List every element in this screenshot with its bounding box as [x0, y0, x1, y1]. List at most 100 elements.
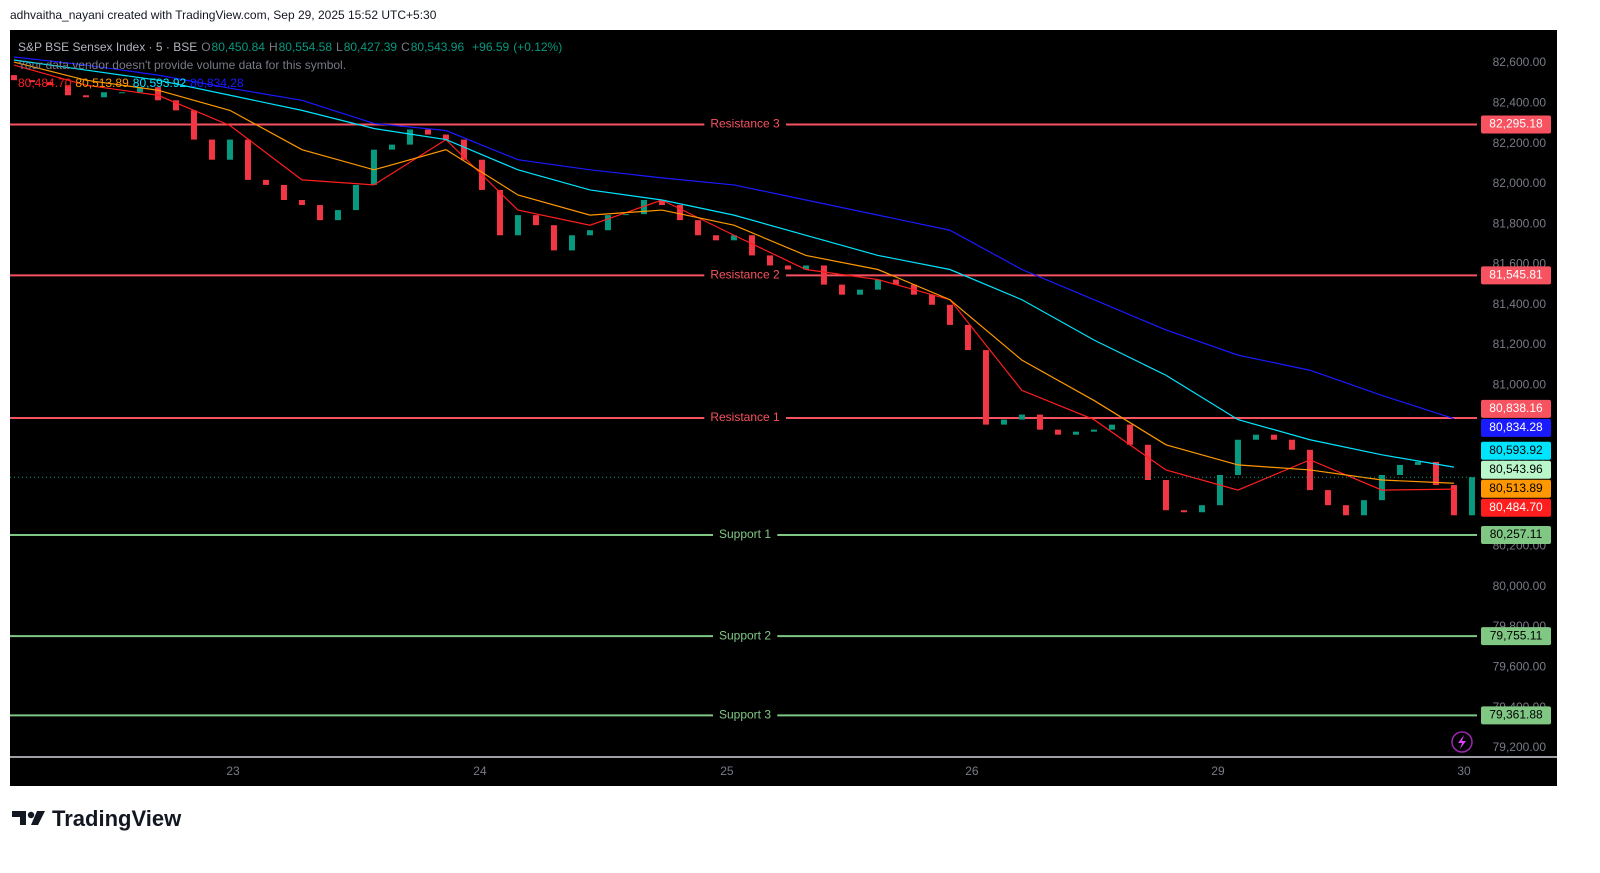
- level-label: Resistance 1: [710, 410, 780, 424]
- price-badge: [1481, 525, 1551, 544]
- candle: [262, 179, 269, 185]
- candle: [1144, 444, 1151, 481]
- ma-legend: 80,484.70 80,513.89 80,593.92 80,834.28: [18, 74, 566, 92]
- candle: [658, 200, 665, 206]
- candle: [208, 139, 215, 160]
- price-badge: [1481, 498, 1551, 517]
- candle: [928, 294, 935, 305]
- candle: [982, 350, 989, 425]
- legend: S&P BSE Sensex Index · 5 · BSE O80,450.84…: [18, 38, 566, 92]
- price-badge: [1481, 399, 1551, 418]
- ohlc-value: 80,543.96: [410, 40, 465, 54]
- ohlc-key: L: [336, 40, 343, 54]
- price-badge: [1481, 460, 1551, 479]
- ma-value: 80,513.89: [75, 76, 129, 90]
- candle: [10, 75, 17, 81]
- ohlc-key: H: [268, 40, 278, 54]
- candle: [226, 139, 233, 160]
- candle: [1018, 414, 1025, 420]
- candle: [712, 235, 719, 241]
- ma-value: 80,593.92: [132, 76, 187, 90]
- candle: [1072, 431, 1079, 435]
- candle: [244, 139, 251, 180]
- chart-background: [10, 30, 1557, 786]
- candle: [46, 82, 53, 86]
- ohlc-value: 80,427.39: [343, 40, 398, 54]
- candle: [514, 215, 521, 236]
- candle: [100, 92, 107, 98]
- candle: [568, 235, 575, 251]
- alert-icon: [1451, 731, 1473, 753]
- candle: [1000, 419, 1007, 425]
- ohlc-value: 80,554.58: [278, 40, 332, 54]
- candle: [460, 139, 467, 160]
- price-badge: [1481, 441, 1551, 460]
- candle: [82, 95, 89, 98]
- price-badge-label: 80,834.28: [1489, 420, 1543, 434]
- x-tick-label: 29: [1211, 764, 1225, 778]
- y-tick-label: 81,800.00: [1493, 216, 1547, 230]
- level-label-bg: [712, 628, 778, 645]
- candle: [1126, 424, 1133, 445]
- x-tick-label: 23: [226, 764, 240, 778]
- legend-row: S&P BSE Sensex Index · 5 · BSE O80,450.84…: [18, 38, 566, 56]
- logo: [12, 811, 45, 825]
- price-badge-label: 79,361.88: [1489, 707, 1543, 721]
- price-badge-label: 79,755.11: [1490, 628, 1543, 642]
- price-badge: [1481, 706, 1551, 725]
- moving-average: [13, 61, 1454, 484]
- candle: [820, 265, 827, 285]
- price-badge-label: 80,838.16: [1489, 401, 1543, 415]
- candle: [856, 289, 863, 295]
- candle: [694, 220, 701, 236]
- candle: [496, 189, 503, 236]
- candle: [964, 324, 971, 351]
- level-label: Support 1: [719, 527, 771, 541]
- candle: [172, 100, 179, 111]
- candle: [1252, 434, 1259, 440]
- moving-average: [13, 56, 1455, 420]
- candle: [406, 129, 413, 145]
- brand: TradingView: [52, 806, 182, 831]
- candle: [604, 215, 611, 231]
- candle: [586, 230, 593, 236]
- level-label: Resistance 2: [710, 268, 780, 282]
- candle: [622, 214, 629, 216]
- level-label-bg: [712, 526, 778, 543]
- candle: [298, 200, 305, 206]
- level-label-bg: [704, 116, 787, 133]
- y-tick-label: 82,000.00: [1493, 176, 1547, 190]
- price-badge-label: 80,543.96: [1489, 462, 1543, 476]
- price-badge-label: 80,484.70: [1489, 500, 1543, 514]
- notice: Your data vendor doesn't provide volume …: [18, 58, 347, 72]
- candle: [1054, 429, 1061, 435]
- price-badge-label: 80,593.92: [1489, 443, 1543, 457]
- candle: [1396, 464, 1403, 475]
- candle: [892, 279, 899, 285]
- moving-average: [13, 59, 1455, 468]
- candle: [1036, 414, 1043, 430]
- y-tick-label: 82,200.00: [1493, 136, 1547, 150]
- level-label-bg: [704, 267, 787, 284]
- y-tick-label: 80,000.00: [1493, 579, 1547, 593]
- price-badge: [1481, 266, 1551, 285]
- level-label-bg: [712, 707, 778, 724]
- candle: [334, 210, 341, 221]
- candle: [532, 215, 539, 226]
- candle: [64, 85, 71, 96]
- candle: [1108, 424, 1115, 430]
- y-tick-label: 81,000.00: [1493, 378, 1547, 392]
- candle: [136, 87, 143, 93]
- candle: [1450, 485, 1457, 516]
- candle: [190, 110, 197, 140]
- candle: [1288, 439, 1295, 450]
- price-badge: [1481, 418, 1551, 437]
- level-label: Resistance 3: [710, 117, 780, 131]
- candle: [352, 184, 359, 211]
- candle: [1468, 477, 1475, 516]
- x-tick-label: 25: [720, 764, 734, 778]
- x-tick-label: 30: [1457, 764, 1471, 778]
- level-label: Support 2: [719, 628, 771, 642]
- ma-value: 80,484.70: [18, 76, 72, 90]
